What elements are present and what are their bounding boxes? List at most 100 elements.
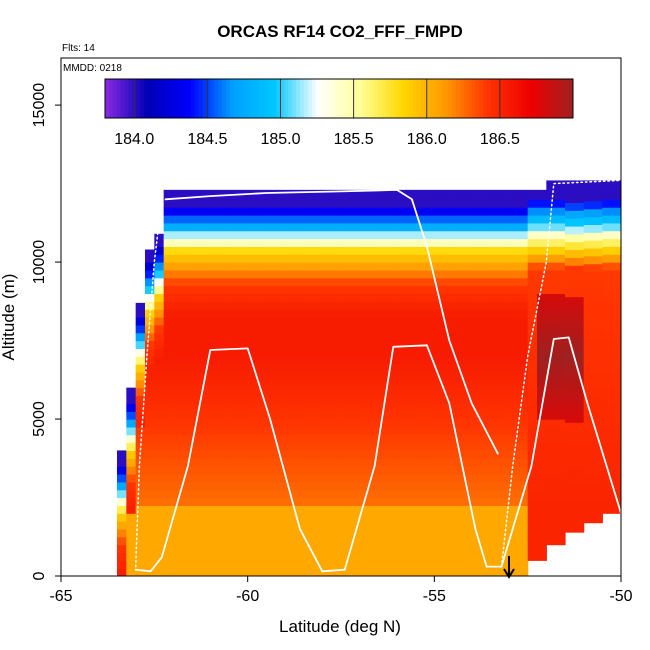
heatmap-cell <box>527 309 538 318</box>
heatmap-cell <box>565 484 575 494</box>
heatmap-cell <box>415 466 426 475</box>
heatmap-cell <box>266 434 277 444</box>
heatmap-cell <box>266 364 277 373</box>
colorbar-swatch <box>417 79 422 118</box>
heatmap-cell <box>266 189 277 193</box>
heatmap-cell <box>341 238 351 247</box>
colorbar-swatch <box>300 79 305 118</box>
heatmap-cell <box>350 293 361 302</box>
heatmap-cell <box>313 442 323 452</box>
heatmap-cell <box>443 189 454 193</box>
heatmap-cell <box>583 381 594 390</box>
heatmap-cell <box>555 285 566 295</box>
heatmap-cell <box>163 560 174 569</box>
heatmap-cell <box>369 552 379 561</box>
heatmap-cell <box>275 214 286 224</box>
heatmap-cell <box>546 481 557 491</box>
heatmap-cell <box>182 285 193 295</box>
heatmap-cell <box>126 560 137 569</box>
heatmap-cell <box>499 238 510 247</box>
heatmap-cell <box>257 395 267 404</box>
heatmap-cell <box>574 359 585 368</box>
heatmap-cell <box>266 521 277 530</box>
heatmap-cell <box>406 301 417 310</box>
heatmap-cell <box>303 434 314 444</box>
heatmap-cell <box>481 262 491 271</box>
heatmap-cell <box>415 356 426 365</box>
heatmap-cell <box>453 521 463 530</box>
heatmap-cell <box>341 277 351 287</box>
heatmap-cell <box>350 207 361 216</box>
heatmap-cell <box>359 238 370 247</box>
heatmap-cell <box>369 317 379 326</box>
heatmap-cell <box>266 387 277 397</box>
heatmap-cell <box>537 246 547 255</box>
heatmap-cell <box>602 246 613 255</box>
heatmap-cell <box>555 238 566 247</box>
heatmap-cell <box>191 189 202 193</box>
heatmap-cell <box>518 560 529 569</box>
heatmap-cell <box>527 254 538 263</box>
heatmap-cell <box>425 293 435 302</box>
heatmap-cell <box>434 458 445 467</box>
heatmap-cell <box>583 247 594 257</box>
heatmap-cell <box>275 497 286 506</box>
heatmap-cell <box>135 568 146 576</box>
heatmap-cell <box>163 473 174 483</box>
heatmap-cell <box>247 340 258 349</box>
heatmap-cell <box>481 450 491 459</box>
heatmap-cell <box>397 191 407 200</box>
heatmap-cell <box>303 246 314 255</box>
heatmap-cell <box>593 420 603 430</box>
heatmap-cell <box>527 214 538 224</box>
heatmap-cell <box>555 301 566 310</box>
heatmap-cell <box>537 371 547 381</box>
heatmap-cell <box>257 340 267 349</box>
heatmap-cell <box>266 222 277 232</box>
heatmap-cell <box>238 473 249 483</box>
heatmap-cell <box>490 489 501 499</box>
heatmap-cell <box>471 348 482 357</box>
heatmap-cell <box>481 222 491 232</box>
heatmap-cell <box>210 277 221 287</box>
heatmap-cell <box>294 309 305 318</box>
heatmap-cell <box>191 371 202 381</box>
heatmap-cell <box>191 262 202 271</box>
heatmap-cell <box>518 513 529 522</box>
heatmap-cell <box>257 434 267 444</box>
heatmap-cell <box>350 458 361 467</box>
heatmap-cell <box>173 419 183 428</box>
heatmap-cell <box>611 356 621 365</box>
heatmap-cell <box>471 293 482 302</box>
heatmap-cell <box>453 403 463 412</box>
heatmap-cell <box>546 309 557 318</box>
heatmap-cell <box>210 238 221 247</box>
heatmap-cell <box>593 334 603 343</box>
heatmap-cell <box>322 356 333 365</box>
heatmap-cell <box>210 513 221 522</box>
heatmap-cell <box>406 426 417 436</box>
heatmap-cell <box>369 238 379 247</box>
heatmap-cell <box>471 222 482 232</box>
heatmap-cell <box>611 230 621 240</box>
heatmap-cell <box>285 528 295 538</box>
heatmap-cell <box>415 434 426 444</box>
heatmap-cell <box>527 395 538 404</box>
heatmap-cell <box>602 458 613 467</box>
heatmap-cell <box>481 293 491 302</box>
heatmap-cell <box>201 340 211 349</box>
heatmap-cell <box>322 191 333 200</box>
heatmap-cell <box>415 544 426 554</box>
heatmap-cell <box>565 351 575 360</box>
heatmap-cell <box>546 199 557 208</box>
heatmap-cell <box>481 568 491 576</box>
heatmap-cell <box>135 379 146 389</box>
heatmap-cell <box>406 254 417 263</box>
heatmap-cell <box>434 544 445 554</box>
heatmap-cell <box>359 434 370 444</box>
heatmap-cell <box>555 442 566 452</box>
heatmap-cell <box>574 343 585 353</box>
heatmap-cell <box>303 497 314 506</box>
heatmap-cell <box>266 403 277 412</box>
heatmap-cell <box>210 348 221 357</box>
